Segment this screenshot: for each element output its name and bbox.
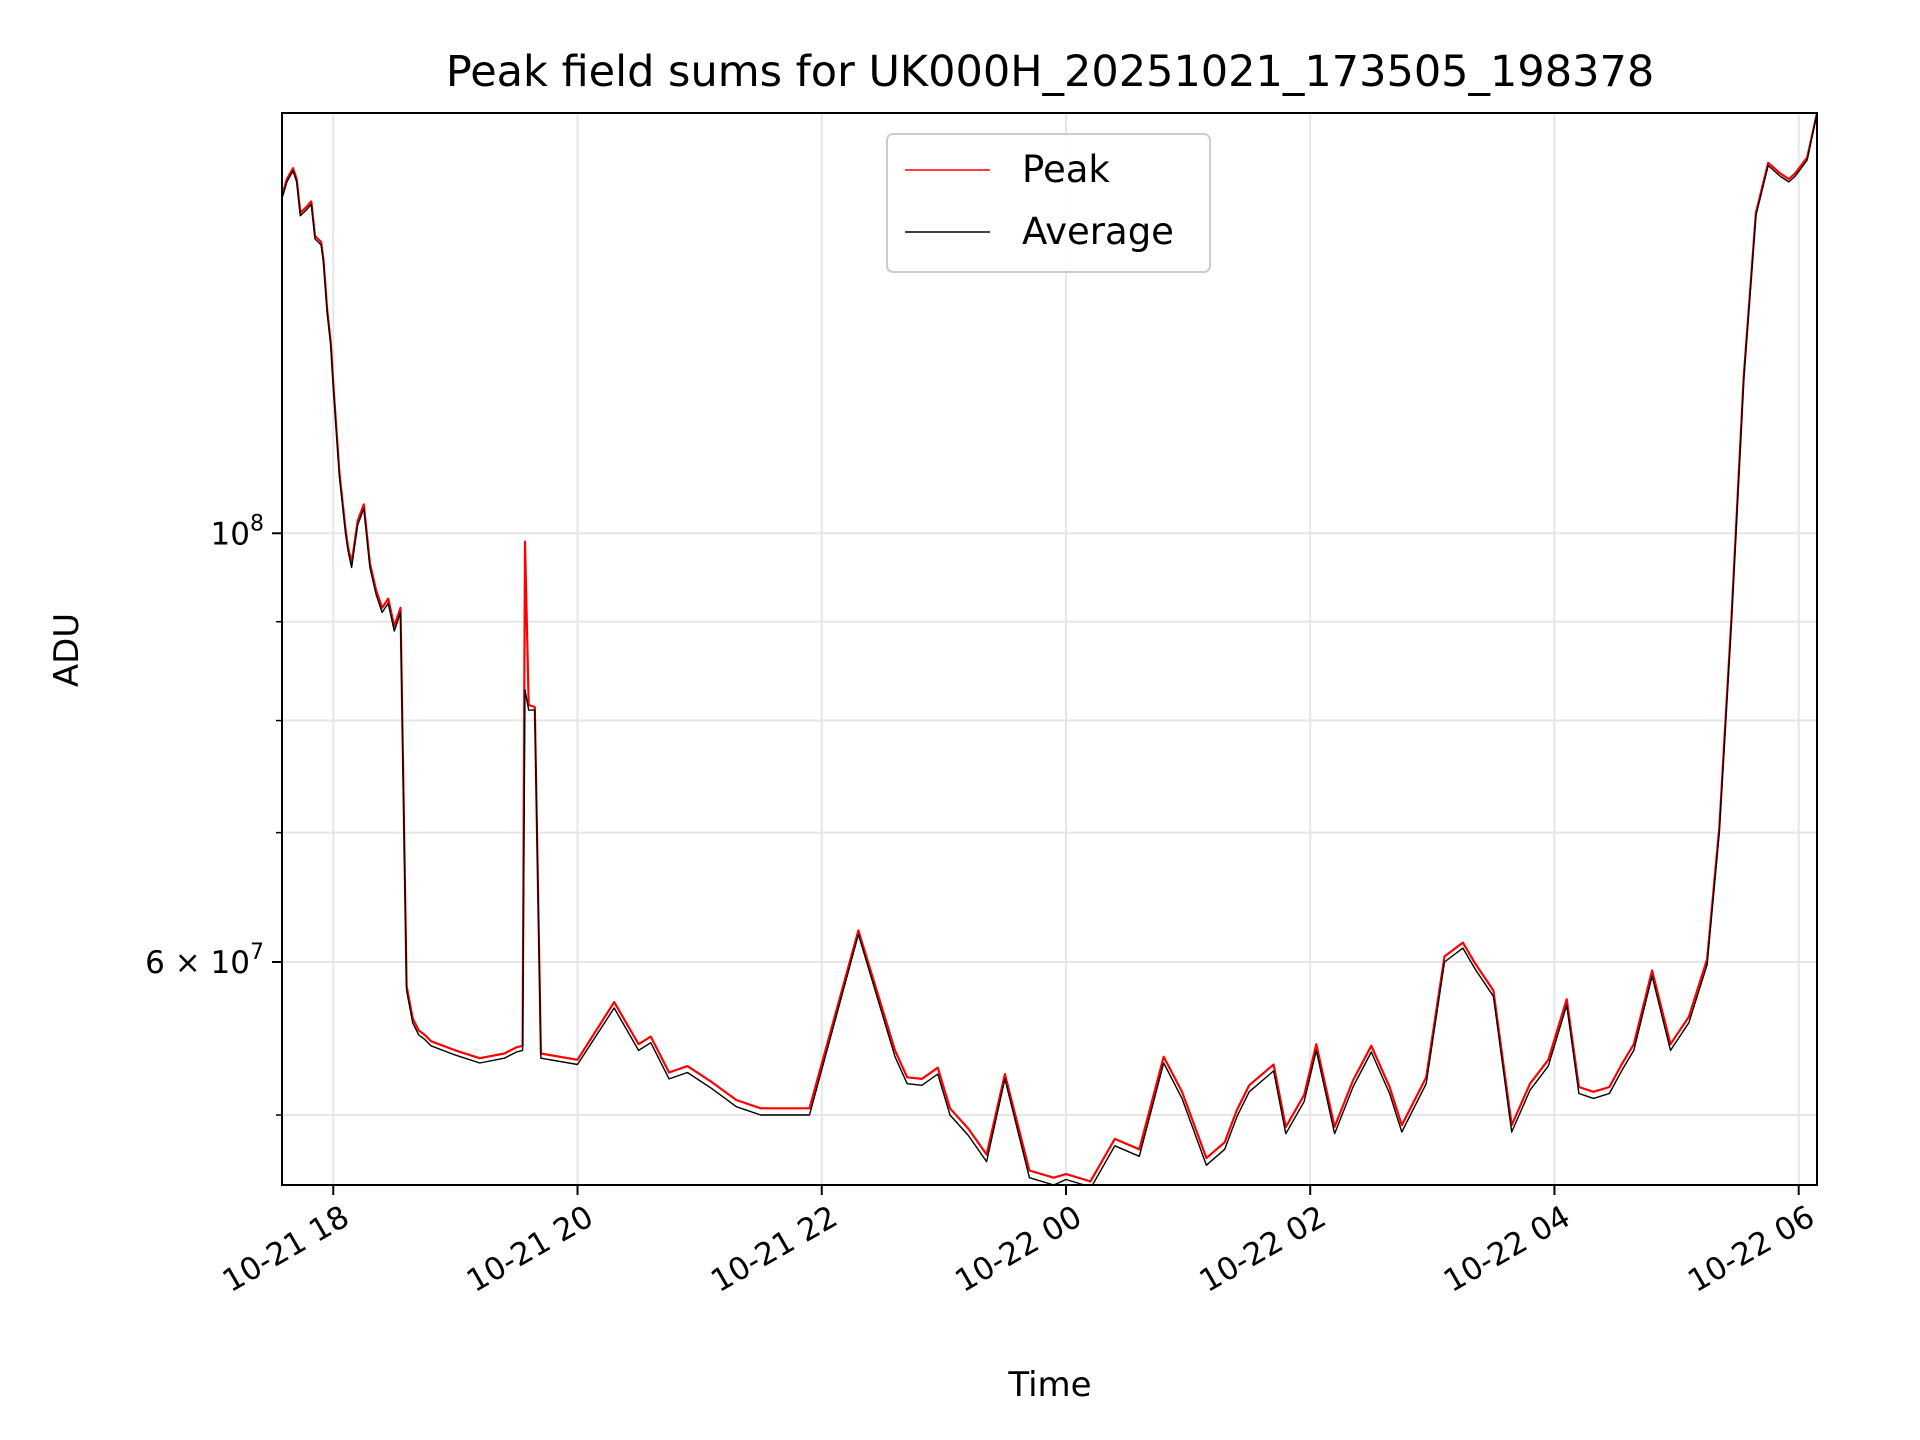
peak-series-line (282, 113, 1817, 1183)
legend-box (886, 133, 1211, 273)
plot-frame (281, 112, 1818, 1186)
y-axis: 108 6 × 107 (145, 511, 282, 1116)
legend: Peak Average (886, 133, 1211, 273)
grid (282, 113, 1817, 1185)
legend-peak-label: Peak (1022, 148, 1110, 191)
y-tick-label: 108 (211, 511, 264, 552)
average-series-line (282, 113, 1817, 1185)
series-layer (282, 113, 1817, 1185)
y-axis-title: ADU (47, 613, 87, 687)
legend-average-label: Average (1022, 210, 1174, 253)
x-axis-title: Time (1007, 1365, 1091, 1405)
chart-title: Peak field sums for UK000H_20251021_1735… (446, 47, 1654, 97)
y-tick-label: 6 × 107 (145, 940, 264, 981)
